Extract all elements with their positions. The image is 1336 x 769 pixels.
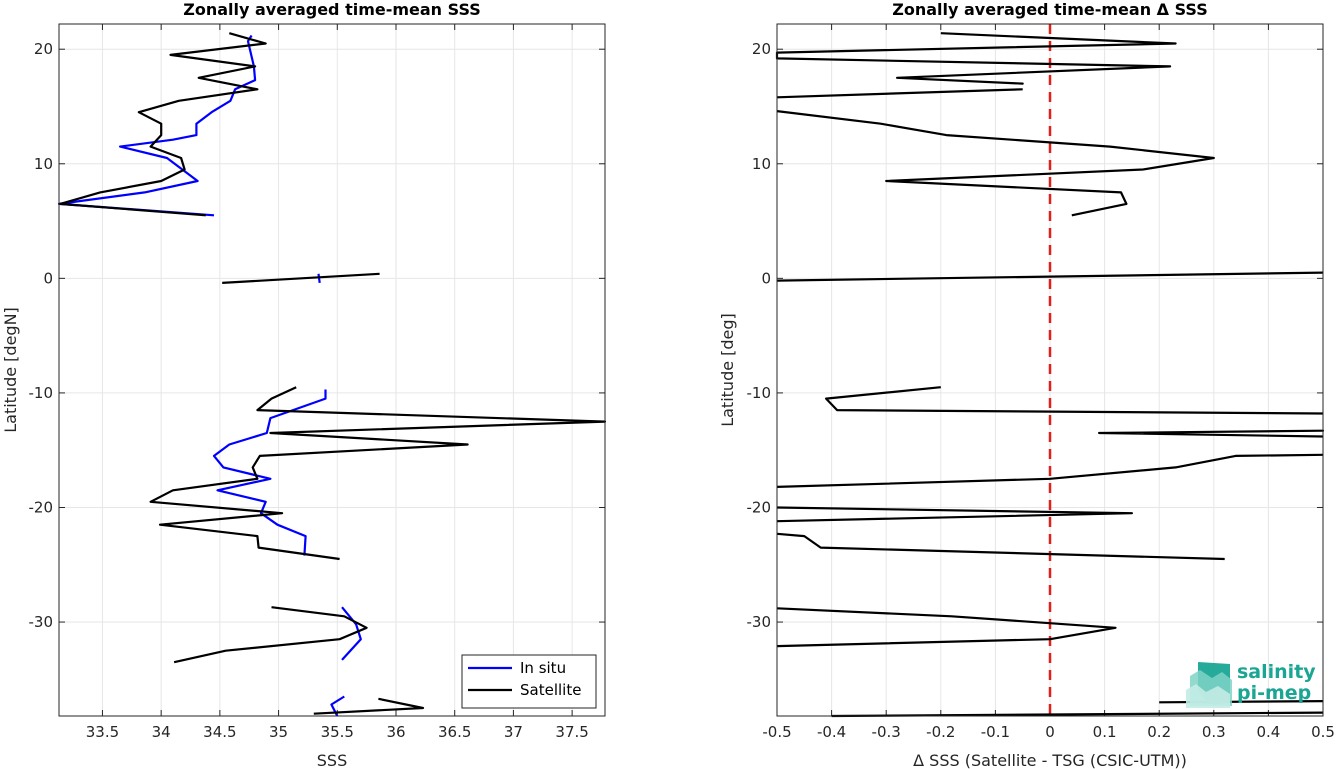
satellite-series-line: [59, 32, 267, 217]
legend-in-situ-label: In situ: [520, 659, 566, 677]
right-x-axis-label: Δ SSS (Satellite - TSG (CSIC-UTM)): [913, 751, 1187, 769]
y-tick-label: -10: [747, 384, 772, 402]
delta-sss-series-line: [776, 271, 1324, 282]
x-tick-label: 35: [269, 723, 288, 741]
x-tick-label: 0.2: [1147, 723, 1171, 741]
x-tick-label: 36.5: [438, 723, 471, 741]
delta-sss-series-line: [776, 88, 1023, 99]
y-tick-label: -20: [747, 498, 772, 516]
delta-sss-series-line: [776, 110, 1215, 217]
logo-line2: pi-mep: [1237, 682, 1311, 704]
x-tick-label: 33.5: [86, 723, 119, 741]
delta-sss-series-line: [776, 453, 1324, 488]
right-plot-frame: [776, 23, 1324, 717]
y-tick-label: 0: [761, 269, 771, 287]
left-y-axis-label: Latitude [degN]: [1, 307, 20, 433]
x-tick-label: 0: [1045, 723, 1055, 741]
x-tick-label: -0.2: [926, 723, 955, 741]
satellite-series-line: [149, 386, 607, 561]
x-tick-label: 0.5: [1311, 723, 1335, 741]
salinity-pi-mep-logo: salinity pi-mep: [1186, 661, 1316, 708]
x-tick-label: 35.5: [321, 723, 354, 741]
left-plot-area: [58, 23, 606, 717]
left-x-axis-label: SSS: [317, 751, 347, 769]
x-tick-label: 36: [386, 723, 405, 741]
right-tick-labels: -0.5 -0.4 -0.3 -0.2 -0.1 0 0.1 0.2 0.3 0.4 0.5 20 10…: [747, 40, 1335, 741]
logo-line1: salinity: [1237, 661, 1316, 683]
logo-waves-icon: [1186, 662, 1232, 708]
in-situ-series-line: [57, 34, 257, 217]
x-tick-label: -0.5: [762, 723, 791, 741]
satellite-series-line: [313, 697, 425, 715]
left-tick-labels: 33.5 34 34.5 35 35.5 36 36.5 37 37.5 20 10 0 -10 -20 -…: [29, 40, 589, 741]
delta-sss-series-line: [776, 607, 1117, 648]
y-tick-label: 0: [43, 269, 53, 287]
x-tick-label: 0.1: [1093, 723, 1117, 741]
x-tick-label: -0.4: [817, 723, 846, 741]
x-tick-label: -0.1: [981, 723, 1010, 741]
left-plot-frame: [58, 23, 606, 717]
x-tick-label: 34: [152, 723, 171, 741]
y-tick-label: 20: [34, 40, 53, 58]
delta-sss-series-line: [824, 386, 1324, 415]
y-tick-label: 10: [752, 155, 771, 173]
y-tick-label: -30: [29, 613, 54, 631]
satellite-series-line: [173, 606, 368, 664]
delta-sss-series-line: [776, 532, 1225, 561]
right-chart: Zonally averaged time-mean Δ SSS -0.5 -0.…: [718, 0, 1335, 769]
left-grid: [59, 24, 605, 716]
y-tick-label: 10: [34, 155, 53, 173]
delta-sss-series-line: [775, 32, 1177, 85]
x-tick-label: 0.3: [1202, 723, 1226, 741]
right-data-lines: [775, 32, 1325, 718]
legend-box: [461, 654, 597, 709]
y-tick-label: -20: [29, 498, 54, 516]
y-tick-label: -30: [747, 613, 772, 631]
right-y-axis-label: Latitude [deg]: [718, 313, 737, 427]
delta-sss-series-line: [776, 506, 1134, 523]
left-chart: Zonally averaged time-mean SSS 33.5 34 34.…: [1, 0, 607, 769]
y-tick-label: 20: [752, 40, 771, 58]
x-tick-label: 37.5: [555, 723, 588, 741]
satellite-series-line: [222, 272, 380, 284]
legend: In situ Satellite: [461, 654, 597, 709]
delta-sss-series-line: [831, 711, 1324, 718]
y-tick-label: -10: [29, 384, 54, 402]
left-chart-title: Zonally averaged time-mean SSS: [183, 0, 481, 19]
left-data-lines: [57, 32, 607, 717]
legend-satellite-label: Satellite: [520, 681, 581, 699]
x-tick-label: 37: [504, 723, 523, 741]
delta-sss-series-line: [1097, 429, 1325, 438]
in-situ-series-line: [212, 389, 327, 556]
right-chart-title: Zonally averaged time-mean Δ SSS: [892, 0, 1208, 19]
x-tick-label: 34.5: [203, 723, 236, 741]
x-tick-label: -0.3: [872, 723, 901, 741]
x-tick-label: 0.4: [1256, 723, 1280, 741]
